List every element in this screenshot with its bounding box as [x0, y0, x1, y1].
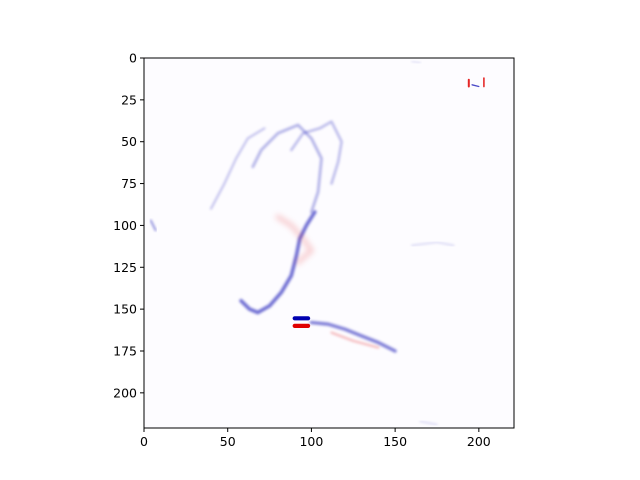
x-tick-label: 200	[467, 434, 491, 449]
axes-frame	[143, 57, 515, 429]
feature-curved-blue-stroke	[239, 210, 317, 315]
feature-lower-blue-streak	[309, 320, 397, 353]
y-tick-label: 75	[121, 176, 137, 191]
feature-lower-red-streak	[330, 331, 380, 349]
y-tick-label: 150	[113, 302, 137, 317]
y-axis: 0 25 50 75 100 125 150 175 200	[113, 51, 144, 400]
y-tick-label: 100	[113, 218, 137, 233]
y-tick-label: 125	[113, 260, 137, 275]
feature-bottom-faint-blue	[419, 420, 438, 426]
x-tick-label: 50	[220, 434, 236, 449]
feature-upper-blue-curves-2	[290, 120, 343, 185]
feature-top-right-blue-speck	[471, 84, 480, 88]
y-tick-label: 175	[113, 343, 137, 358]
x-tick-label: 150	[383, 434, 407, 449]
heatmap-features	[149, 60, 485, 426]
x-axis: 0 50 100 150 200	[140, 428, 491, 449]
x-tick-label: 100	[299, 434, 323, 449]
feature-central-red-haze	[275, 214, 314, 265]
feature-upper-blue-left-lobe	[209, 127, 266, 210]
image-background	[144, 58, 514, 428]
y-tick-label: 25	[121, 92, 137, 107]
feature-top-faint-blue	[411, 60, 422, 64]
feature-right-faint-blue	[411, 241, 455, 247]
feature-left-blue-speck	[149, 219, 157, 232]
y-tick-label: 0	[129, 51, 137, 66]
x-tick-label: 0	[140, 434, 148, 449]
y-tick-label: 200	[113, 385, 137, 400]
y-tick-label: 50	[121, 134, 137, 149]
